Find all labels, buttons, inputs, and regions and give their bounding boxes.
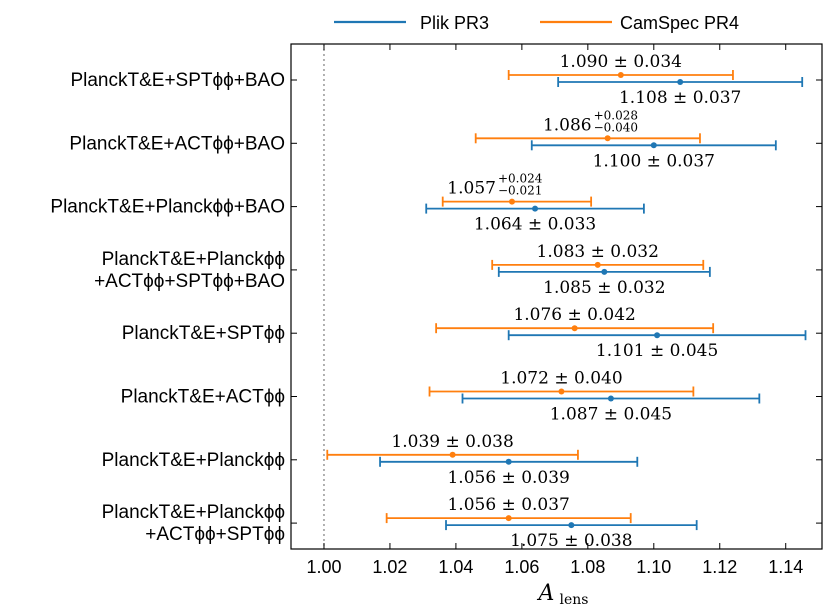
plik-annotation: 1.075 ± 0.038 — [510, 531, 632, 551]
camspec-errorbar — [491, 259, 705, 270]
x-tick-label: 1.10 — [636, 557, 671, 577]
x-tick-label: 1.04 — [438, 557, 473, 577]
camspec-point — [449, 451, 456, 458]
camspec-annotation-sup: +0.028 — [594, 108, 638, 122]
legend: Plik PR3 CamSpec PR4 — [334, 13, 739, 33]
plik-errorbar — [507, 330, 807, 341]
plik-errorbar — [379, 456, 639, 467]
camspec-annotation: 1.076 ± 0.042 — [513, 305, 635, 325]
plik-errorbar — [425, 203, 645, 214]
x-tick-label: 1.08 — [570, 557, 605, 577]
camspec-point — [505, 515, 512, 522]
camspec-errorbar — [441, 196, 593, 207]
plik-point — [568, 522, 575, 529]
camspec-point — [571, 325, 578, 332]
plik-point — [654, 332, 661, 339]
x-tick-label: 1.14 — [768, 557, 803, 577]
camspec-annotation: 1.056 ± 0.037 — [447, 495, 569, 515]
plik-annotation: 1.100 ± 0.037 — [593, 151, 715, 171]
camspec-point — [558, 388, 565, 395]
row-label: +ACTϕϕ+SPTϕϕ+BAO — [94, 271, 285, 292]
row-label: PlanckT&E+Planckϕϕ — [102, 450, 285, 471]
x-tick-label: 1.00 — [306, 557, 341, 577]
plik-point — [505, 458, 512, 465]
plik-annotation: 1.085 ± 0.032 — [543, 278, 665, 298]
plik-annotation: 1.101 ± 0.045 — [596, 341, 718, 361]
plik-point — [607, 395, 614, 402]
row-label: PlanckT&E+ACTϕϕ+BAO — [69, 133, 285, 154]
camspec-point — [594, 261, 601, 268]
plik-point — [677, 79, 684, 85]
legend-label: CamSpec PR4 — [620, 13, 739, 33]
camspec-annotation: 1.039 ± 0.038 — [391, 432, 513, 452]
camspec-point — [508, 198, 515, 205]
plik-point — [532, 205, 539, 212]
plik-annotation: 1.064 ± 0.033 — [474, 215, 596, 235]
camspec-annotation-sup: +0.024 — [498, 172, 543, 186]
plik-errorbar — [461, 393, 761, 404]
plot-frame — [290, 43, 823, 550]
camspec-annotation: 1.083 ± 0.032 — [537, 242, 659, 262]
x-tick-label: 1.02 — [372, 557, 407, 577]
x-axis: 1.00 1.02 1.04 1.06 1.08 1.10 1.12 1.14 A lens — [306, 44, 803, 608]
plik-point — [601, 268, 608, 275]
camspec-annotation: 1.086 — [543, 115, 592, 135]
legend-label: Plik PR3 — [420, 13, 489, 33]
x-tick-label: 1.12 — [702, 557, 737, 577]
plik-annotation: 1.087 ± 0.045 — [550, 405, 672, 425]
plik-annotation: 1.108 ± 0.037 — [619, 88, 741, 108]
row-label: PlanckT&E+SPTϕϕ+BAO — [70, 70, 285, 91]
plik-point — [650, 142, 657, 149]
camspec-point — [604, 135, 611, 142]
camspec-errorbar — [428, 386, 695, 397]
camspec-annotation: 1.072 ± 0.040 — [500, 369, 622, 389]
row-label: PlanckT&E+Planckϕϕ — [102, 502, 285, 523]
camspec-errorbar — [474, 133, 701, 144]
camspec-annotation-sub: −0.021 — [498, 184, 542, 198]
row-label: PlanckT&E+ACTϕϕ — [121, 387, 285, 408]
camspec-errorbar — [326, 449, 579, 460]
row-label: PlanckT&E+SPTϕϕ — [122, 323, 285, 344]
camspec-errorbar — [435, 323, 715, 334]
row-label: +ACTϕϕ+SPTϕϕ — [145, 524, 285, 545]
camspec-annotation: 1.057 — [447, 179, 496, 199]
x-axis-label-subscript: lens — [560, 592, 589, 608]
x-axis-label: A — [537, 581, 555, 606]
plik-errorbar — [497, 266, 711, 277]
row-labels: PlanckT&E+SPTϕϕ+BAO PlanckT&E+ACTϕϕ+BAO Pl… — [50, 70, 822, 545]
plik-annotation: 1.056 ± 0.039 — [447, 468, 569, 488]
plik-errorbar — [445, 520, 698, 531]
plik-errorbar — [557, 77, 804, 87]
camspec-errorbar — [385, 513, 632, 524]
camspec-point — [617, 72, 624, 78]
camspec-errorbar — [507, 70, 734, 80]
row-label: PlanckT&E+Planckϕϕ+BAO — [50, 197, 285, 218]
row-label: PlanckT&E+Planckϕϕ — [102, 249, 285, 270]
camspec-annotation: 1.090 ± 0.034 — [560, 52, 682, 72]
plik-errorbar — [530, 140, 777, 151]
camspec-annotation-sub: −0.040 — [594, 120, 638, 134]
x-tick-label: 1.06 — [504, 557, 539, 577]
